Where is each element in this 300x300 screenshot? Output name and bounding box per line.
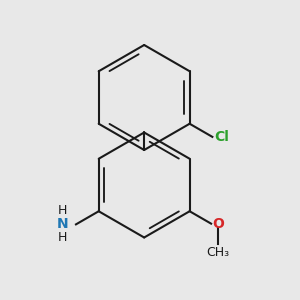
- Text: H: H: [58, 204, 68, 218]
- Text: CH₃: CH₃: [206, 245, 230, 259]
- Text: N: N: [57, 218, 69, 231]
- Text: Cl: Cl: [215, 130, 230, 144]
- Text: O: O: [213, 217, 224, 231]
- Text: H: H: [58, 231, 68, 244]
